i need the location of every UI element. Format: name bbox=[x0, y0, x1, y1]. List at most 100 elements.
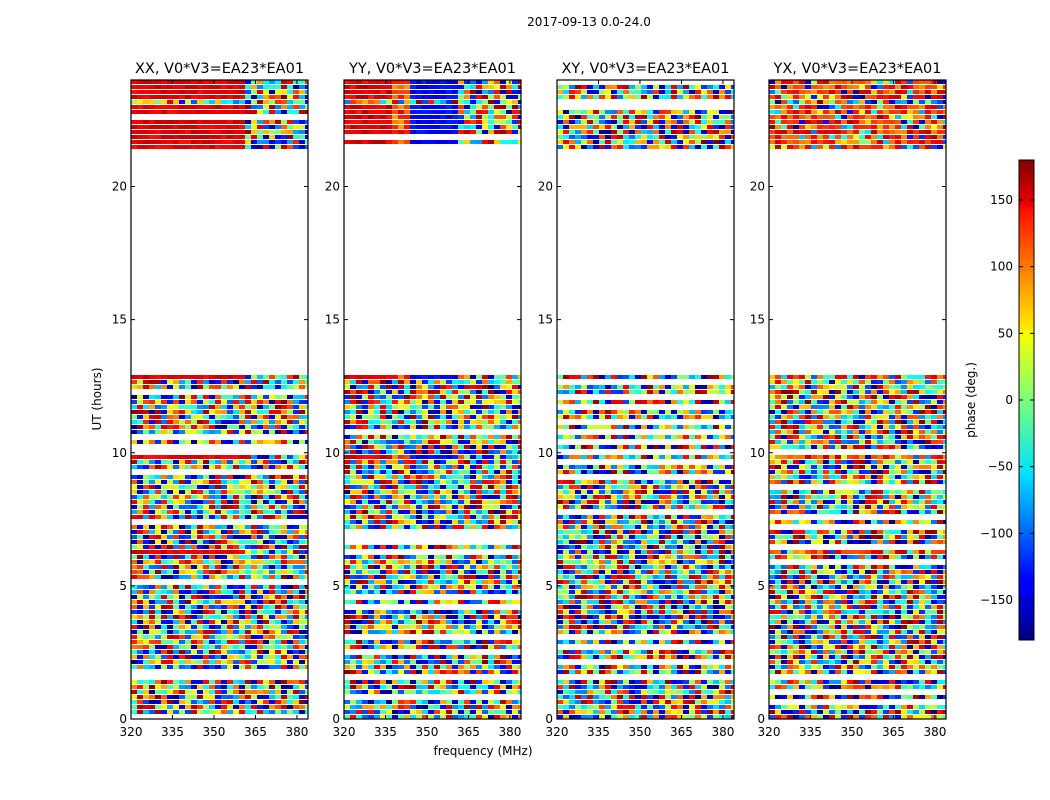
heatmap-cell bbox=[563, 125, 569, 129]
heatmap-cell bbox=[581, 400, 587, 404]
heatmap-cell bbox=[392, 555, 398, 559]
heatmap-cell bbox=[245, 565, 251, 569]
heatmap-cell bbox=[257, 480, 263, 484]
heatmap-cell bbox=[263, 420, 269, 424]
heatmap-cell bbox=[191, 385, 197, 389]
heatmap-cell bbox=[410, 450, 416, 454]
heatmap-cell bbox=[287, 465, 293, 469]
heatmap-cell bbox=[179, 570, 185, 574]
heatmap-cell bbox=[392, 95, 398, 99]
heatmap-cell bbox=[683, 110, 689, 114]
heatmap-cell bbox=[197, 710, 203, 714]
heatmap-cell bbox=[350, 515, 356, 519]
heatmap-cell bbox=[275, 665, 281, 669]
heatmap-cell bbox=[434, 580, 440, 584]
heatmap-cell bbox=[599, 120, 605, 124]
heatmap-cell bbox=[233, 550, 239, 554]
heatmap-cell bbox=[428, 630, 434, 634]
heatmap-cell bbox=[422, 475, 428, 479]
heatmap-cell bbox=[161, 655, 167, 659]
heatmap-cell bbox=[263, 510, 269, 514]
heatmap-cell bbox=[416, 490, 422, 494]
heatmap-cell bbox=[299, 90, 305, 94]
heatmap-cell bbox=[227, 690, 233, 694]
heatmap-cell bbox=[350, 505, 356, 509]
heatmap-cell bbox=[173, 485, 179, 489]
heatmap-cell bbox=[470, 375, 476, 379]
heatmap-cell bbox=[392, 440, 398, 444]
heatmap-cell bbox=[488, 110, 494, 114]
heatmap-cell bbox=[470, 470, 476, 474]
heatmap-cell bbox=[713, 135, 719, 139]
heatmap-cell bbox=[416, 375, 422, 379]
heatmap-cell bbox=[275, 550, 281, 554]
heatmap-cell bbox=[203, 490, 209, 494]
heatmap-cell bbox=[707, 125, 713, 129]
heatmap-cell bbox=[434, 105, 440, 109]
heatmap-cell bbox=[617, 415, 623, 419]
heatmap-cell bbox=[161, 595, 167, 599]
heatmap-cell bbox=[161, 120, 167, 124]
heatmap-cell bbox=[518, 380, 521, 384]
heatmap-cell bbox=[587, 130, 593, 134]
heatmap-cell bbox=[380, 455, 386, 459]
heatmap-cell bbox=[137, 665, 143, 669]
heatmap-cell bbox=[518, 710, 521, 714]
heatmap-cell bbox=[476, 385, 482, 389]
heatmap-cell bbox=[440, 475, 446, 479]
heatmap-cell bbox=[494, 630, 500, 634]
heatmap-cell bbox=[434, 110, 440, 114]
heatmap-cell bbox=[452, 565, 458, 569]
heatmap-cell bbox=[167, 375, 173, 379]
heatmap-cell bbox=[386, 510, 392, 514]
heatmap-cell bbox=[368, 585, 374, 589]
heatmap-cell bbox=[173, 575, 179, 579]
heatmap-cell bbox=[281, 80, 287, 84]
heatmap-cell bbox=[215, 490, 221, 494]
heatmap-cell bbox=[215, 565, 221, 569]
heatmap-cell bbox=[179, 645, 185, 649]
heatmap-cell bbox=[386, 385, 392, 389]
heatmap-cell bbox=[380, 645, 386, 649]
heatmap-cell bbox=[209, 650, 215, 654]
heatmap-cell bbox=[245, 610, 251, 614]
heatmap-cell bbox=[191, 590, 197, 594]
heatmap-cell bbox=[362, 510, 368, 514]
heatmap-cell bbox=[179, 415, 185, 419]
heatmap-cell bbox=[671, 125, 677, 129]
heatmap-cell bbox=[410, 715, 416, 719]
heatmap-cell bbox=[464, 700, 470, 704]
heatmap-cell bbox=[410, 480, 416, 484]
heatmap-cell bbox=[179, 590, 185, 594]
heatmap-cell bbox=[299, 420, 305, 424]
heatmap-cell bbox=[227, 525, 233, 529]
heatmap-cell bbox=[392, 385, 398, 389]
heatmap-cell bbox=[476, 380, 482, 384]
heatmap-cell bbox=[251, 570, 257, 574]
heatmap-cell bbox=[404, 555, 410, 559]
heatmap-cell bbox=[380, 105, 386, 109]
heatmap-cell bbox=[488, 375, 494, 379]
heatmap-cell bbox=[149, 530, 155, 534]
heatmap-cell bbox=[500, 705, 506, 709]
heatmap-cell bbox=[362, 425, 368, 429]
heatmap-cell bbox=[191, 550, 197, 554]
heatmap-cell bbox=[137, 420, 143, 424]
heatmap-cell bbox=[251, 595, 257, 599]
heatmap-cell bbox=[518, 80, 521, 84]
heatmap-cell bbox=[155, 595, 161, 599]
heatmap-cell bbox=[416, 710, 422, 714]
heatmap-cell bbox=[185, 85, 191, 89]
heatmap-cell bbox=[386, 95, 392, 99]
heatmap-cell bbox=[470, 380, 476, 384]
heatmap-cell bbox=[227, 625, 233, 629]
heatmap-cell bbox=[470, 395, 476, 399]
heatmap-cell bbox=[305, 410, 308, 414]
heatmap-cell bbox=[494, 380, 500, 384]
heatmap-cell bbox=[251, 685, 257, 689]
heatmap-cell bbox=[623, 110, 629, 114]
heatmap-cell bbox=[470, 690, 476, 694]
heatmap-cell bbox=[167, 460, 173, 464]
heatmap-cell bbox=[635, 120, 641, 124]
heatmap-cell bbox=[227, 700, 233, 704]
